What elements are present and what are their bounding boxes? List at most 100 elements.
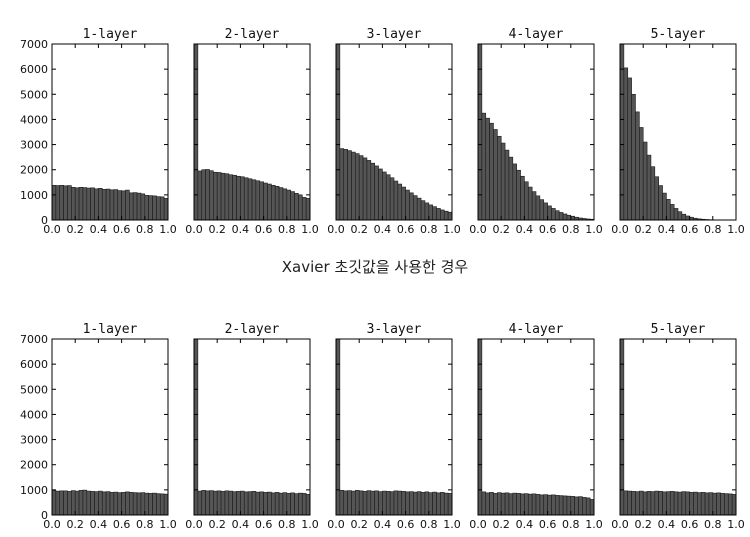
- histogram-bar: [662, 491, 667, 516]
- histogram-bar: [224, 173, 230, 221]
- y-tick-label: 3000: [20, 434, 48, 447]
- x-tick-label: 0.6: [397, 518, 415, 531]
- histogram-bar: [516, 493, 521, 516]
- histogram-bar: [220, 491, 226, 516]
- histogram-bar: [631, 93, 636, 221]
- x-tick-label: 0.2: [492, 223, 510, 236]
- plot-frame: [51, 43, 169, 221]
- histogram-bar: [228, 490, 233, 516]
- histogram-bar: [267, 491, 272, 516]
- histogram-bar: [413, 491, 418, 516]
- plot-frame: [477, 43, 595, 221]
- plot-frame: [193, 43, 311, 221]
- histogram-bar: [213, 171, 218, 221]
- histogram-bar: [697, 492, 702, 516]
- histogram-bar: [163, 198, 169, 221]
- histogram-bar: [520, 175, 525, 221]
- x-tick-label: 0.6: [255, 223, 273, 236]
- y-tick-label: 4000: [20, 408, 48, 421]
- x-tick-label: 1.0: [301, 518, 319, 531]
- x-tick-label: 0.6: [255, 518, 273, 531]
- histogram-bar: [67, 491, 72, 516]
- histogram-bar: [681, 491, 687, 516]
- x-tick-label: 0.2: [634, 223, 652, 236]
- histogram-bar: [551, 208, 556, 221]
- plot-frame: [335, 338, 453, 516]
- x-tick-label: 0.2: [492, 518, 510, 531]
- histogram-bar: [440, 492, 445, 516]
- histogram-bar: [627, 77, 632, 221]
- histogram-bar: [129, 192, 134, 221]
- histogram-bar: [55, 185, 61, 221]
- histogram-bar: [347, 150, 352, 221]
- histogram-bar: [635, 111, 640, 221]
- histogram-bar: [520, 493, 525, 516]
- histogram-bar: [140, 492, 146, 516]
- histogram-bar: [232, 491, 237, 516]
- histogram-bar: [370, 162, 375, 221]
- subplot-title: 2-layer: [225, 322, 280, 337]
- histogram-bar: [90, 187, 95, 221]
- histogram-bar: [669, 491, 675, 516]
- histogram-bar: [555, 495, 560, 516]
- histogram-bar: [524, 181, 529, 221]
- x-tick-label: 0.0: [611, 223, 629, 236]
- histogram-bar: [294, 493, 299, 516]
- histogram-bar: [389, 177, 395, 221]
- histogram-bar: [148, 493, 153, 516]
- histogram-bar: [294, 193, 299, 221]
- x-tick-label: 0.0: [185, 223, 203, 236]
- histogram-bar: [144, 492, 149, 516]
- histogram-bar: [681, 213, 687, 221]
- histogram-bar: [109, 492, 115, 516]
- histogram-bar: [343, 490, 348, 516]
- histogram-bar: [413, 195, 418, 221]
- x-tick-label: 0.6: [681, 518, 699, 531]
- histogram-bar: [420, 200, 426, 221]
- y-tick-label: 3000: [20, 139, 48, 152]
- histogram-bar: [689, 492, 694, 516]
- x-tick-label: 0.4: [516, 518, 534, 531]
- x-tick-label: 0.8: [562, 223, 580, 236]
- histogram-bar: [504, 492, 510, 516]
- histogram-bar: [247, 178, 253, 221]
- histogram-bar: [543, 202, 548, 221]
- histogram-bar: [274, 492, 280, 516]
- histogram-bar: [497, 135, 502, 221]
- histogram-bar: [286, 189, 291, 221]
- histogram-bar: [263, 492, 268, 516]
- histogram-bar: [566, 495, 572, 516]
- histogram-bar: [673, 491, 679, 516]
- plot-frame: [193, 338, 311, 516]
- histogram-bar: [562, 495, 568, 516]
- histogram-bar: [216, 490, 222, 516]
- x-tick-label: 0.4: [374, 518, 392, 531]
- x-tick-label: 0.2: [350, 223, 368, 236]
- histogram-bar: [436, 492, 441, 516]
- subplot-title: 1-layer: [83, 322, 138, 337]
- histogram-bar: [74, 490, 80, 516]
- histogram-bar: [144, 195, 149, 221]
- x-tick-label: 0.6: [397, 223, 415, 236]
- histogram-bar: [301, 493, 307, 516]
- histogram-bar: [673, 208, 679, 221]
- histogram-bar: [290, 191, 295, 221]
- x-tick-label: 1.0: [159, 223, 177, 236]
- histogram-bar: [700, 492, 706, 516]
- histogram-bar: [727, 493, 733, 516]
- histogram-bar: [481, 491, 487, 516]
- x-tick-label: 0.0: [469, 223, 487, 236]
- histogram-bar: [305, 198, 311, 221]
- y-tick-label: 1000: [20, 189, 48, 202]
- histogram-bar: [236, 175, 241, 221]
- x-tick-label: 0.4: [232, 518, 250, 531]
- histogram-bar: [574, 496, 579, 516]
- histogram-bar: [650, 491, 656, 516]
- histogram-bar: [271, 492, 276, 516]
- histogram-bar: [232, 174, 237, 221]
- histogram-bar: [555, 210, 560, 221]
- histogram-bar: [500, 142, 506, 221]
- histogram-bar: [255, 180, 261, 221]
- x-tick-label: 0.8: [562, 518, 580, 531]
- histogram-bar: [197, 490, 203, 516]
